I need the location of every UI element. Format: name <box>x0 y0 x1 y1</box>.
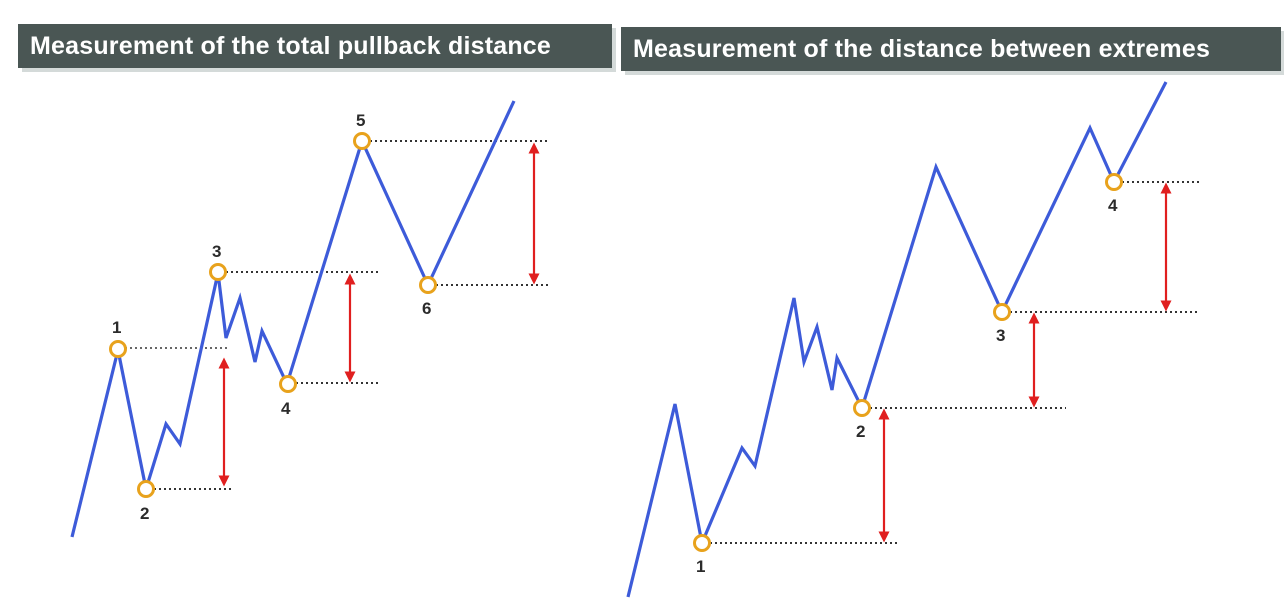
swing-point-marker <box>419 276 437 294</box>
point-label: 3 <box>212 242 221 261</box>
point-label: 4 <box>1108 196 1118 215</box>
swing-point-marker <box>693 534 711 552</box>
point-label: 1 <box>696 557 705 576</box>
point-label: 6 <box>422 299 431 318</box>
price-line <box>70 100 516 538</box>
swing-point-marker <box>353 132 371 150</box>
swing-point-marker <box>279 375 297 393</box>
point-label: 4 <box>281 399 291 418</box>
right-diagram: 1 2 3 4 <box>626 81 1200 598</box>
point-label: 2 <box>856 422 865 441</box>
point-label: 1 <box>112 318 121 337</box>
right-panel-title: Measurement of the distance between extr… <box>621 27 1281 71</box>
swing-point-marker <box>209 263 227 281</box>
swing-point-marker <box>109 340 127 358</box>
point-label: 5 <box>356 111 365 130</box>
point-label: 3 <box>996 326 1005 345</box>
price-line <box>626 81 1168 598</box>
swing-point-marker <box>1105 173 1123 191</box>
left-diagram: 1 2 3 4 5 6 <box>70 100 550 538</box>
left-panel-title: Measurement of the total pullback distan… <box>18 24 612 68</box>
swing-point-marker <box>137 480 155 498</box>
swing-point-marker <box>993 303 1011 321</box>
point-label: 2 <box>140 504 149 523</box>
swing-point-marker <box>853 399 871 417</box>
